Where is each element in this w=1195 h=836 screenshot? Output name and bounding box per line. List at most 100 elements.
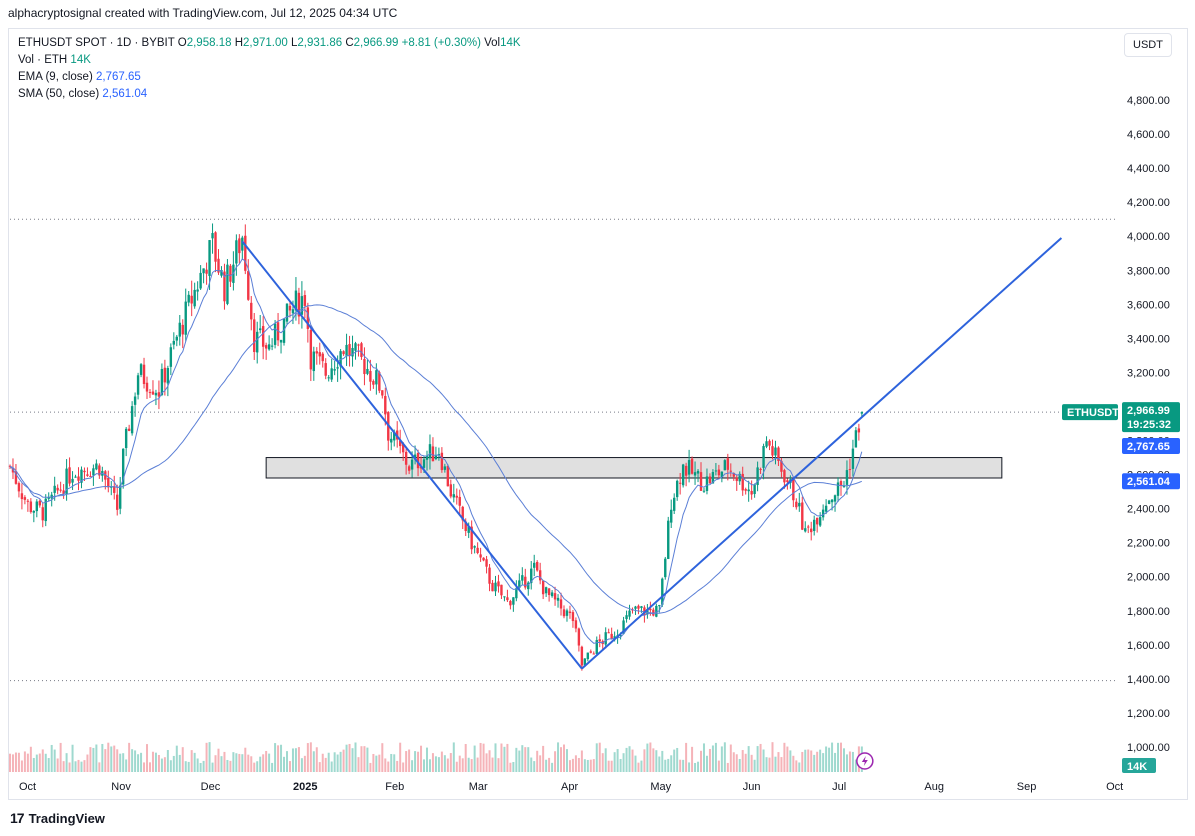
volume-row[interactable]: Vol · ETH 14K: [18, 52, 521, 69]
candle-body: [634, 606, 637, 609]
candle-body: [169, 347, 173, 367]
volume-bar: [714, 742, 717, 772]
x-tick-label: Nov: [111, 781, 131, 793]
candle-body: [413, 454, 417, 460]
candle-body: [681, 464, 685, 486]
price-chart[interactable]: 1,000.00 1,200.00 1,400.00 1,600.00 1,800.00…: [0, 0, 1195, 800]
y-tick-label: 3,200.00: [1127, 367, 1170, 379]
volume-bar: [840, 742, 842, 772]
ema-9-line: [9, 258, 863, 644]
candle-body: [425, 456, 429, 460]
candle-body: [717, 469, 721, 476]
candle-body: [494, 582, 497, 592]
x-tick-label: Oct: [19, 781, 36, 793]
volume-bar: [446, 758, 449, 772]
candle-body: [759, 468, 762, 470]
volume-bar: [53, 749, 56, 772]
volume-bar: [348, 743, 351, 772]
volume-bar: [190, 750, 193, 772]
volume-bar: [205, 742, 208, 772]
candle-body: [798, 502, 801, 507]
candle-body: [777, 447, 780, 461]
volume-bar: [568, 760, 571, 772]
candle-body: [136, 375, 140, 395]
candle-body: [476, 547, 479, 554]
candle-body: [300, 296, 304, 315]
candle-body: [705, 476, 709, 491]
candle-body: [56, 487, 59, 491]
volume-bar: [819, 749, 822, 772]
volume-bar: [381, 743, 384, 772]
volume-bar: [461, 758, 464, 772]
volume-bar: [804, 749, 807, 772]
candle-body: [804, 528, 807, 532]
ema-row[interactable]: EMA (9, close) 2,767.65: [18, 69, 521, 86]
candle-body: [795, 501, 798, 508]
sma-row[interactable]: SMA (50, close) 2,561.04: [18, 86, 521, 103]
volume-bar: [17, 752, 20, 772]
candle-body: [166, 368, 170, 384]
candle-body: [139, 364, 143, 375]
candle-body: [646, 608, 649, 615]
candle-body: [47, 496, 50, 499]
volume-bar: [786, 746, 789, 772]
candle-body: [86, 474, 89, 476]
candle-body: [53, 485, 56, 493]
tradingview-logo-icon: 17: [10, 810, 25, 826]
candle-body: [723, 460, 727, 471]
candle-body: [92, 468, 95, 476]
x-tick-label: Sep: [1017, 781, 1037, 793]
volume-bar: [196, 758, 199, 772]
candle-body: [661, 578, 664, 605]
volume-bar: [702, 743, 705, 772]
volume-bar: [592, 759, 595, 772]
candle-body: [848, 469, 852, 471]
volume-bar: [110, 746, 113, 772]
volume-bar: [622, 753, 625, 772]
candle-body: [470, 526, 473, 550]
candle-body: [577, 628, 581, 646]
volume-bar: [175, 745, 178, 772]
volume-bar: [720, 746, 723, 772]
volume-bar: [50, 744, 53, 772]
candle-body: [205, 269, 208, 274]
low-label: L: [290, 37, 298, 49]
candle-body: [59, 489, 62, 491]
candle-body: [354, 343, 357, 351]
candle-body: [342, 351, 345, 355]
symbol-label[interactable]: ETHUSDT SPOT · 1D · BYBIT: [18, 37, 175, 49]
candle-body: [398, 440, 402, 447]
candle-body: [26, 500, 30, 502]
candle-body: [619, 634, 622, 636]
volume-bar: [324, 757, 327, 772]
volume-bar: [661, 750, 664, 772]
volume-bar: [708, 748, 711, 772]
volume-bar: [241, 754, 244, 772]
candle-body: [17, 483, 21, 492]
candle-body: [327, 377, 330, 379]
volume-bar: [473, 745, 476, 772]
candle-body: [8, 465, 12, 467]
candle-body: [291, 309, 295, 314]
y-tick-label: 2,400.00: [1127, 504, 1170, 516]
candle-body: [270, 345, 274, 347]
volume-bar: [837, 742, 840, 772]
vol-value: 14K: [500, 37, 521, 49]
candle-body: [154, 392, 158, 396]
volume-bar: [345, 744, 348, 772]
currency-selector[interactable]: USDT: [1124, 33, 1172, 57]
candle-body: [431, 446, 435, 462]
volume-bar: [366, 747, 369, 772]
candle-body: [497, 581, 500, 587]
symbol-price-tag-bg: [1062, 404, 1118, 421]
candle-body: [178, 322, 181, 337]
volume-bar: [148, 762, 151, 772]
volume-bar: [271, 762, 274, 772]
candle-body: [434, 455, 438, 460]
volume-bar: [732, 752, 735, 772]
candle-body: [390, 438, 393, 443]
volume-bar: [146, 744, 149, 772]
candle-body: [264, 345, 268, 349]
candle-body: [11, 468, 15, 473]
candle-body: [77, 476, 80, 481]
